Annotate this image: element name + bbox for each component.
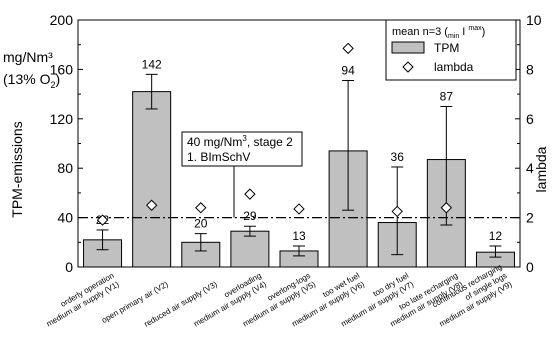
right-tick-label-10: 10	[526, 12, 542, 28]
lambda-point-5	[293, 203, 305, 215]
value-label-6: 94	[341, 64, 355, 78]
left-tick-label-160: 160	[50, 61, 74, 77]
lambda-point-7	[391, 205, 403, 218]
value-label-4: 29	[243, 209, 257, 223]
y-axis-title: TPM-emissions	[9, 121, 25, 217]
legend-title: mean n=3 (min I max)	[392, 25, 485, 40]
lambda-point-8	[440, 202, 453, 214]
y-right-axis-title: lambda	[533, 146, 549, 192]
value-label-5: 13	[292, 229, 306, 243]
left-tick-label-120: 120	[50, 111, 74, 127]
right-tick-label-4: 4	[526, 160, 534, 176]
right-tick-label-2: 2	[526, 210, 534, 226]
y-unit-line2: (13% O2)	[3, 71, 60, 90]
right-tick-label-6: 6	[526, 111, 534, 127]
value-label-3: 20	[194, 217, 208, 231]
bar-2	[132, 91, 172, 268]
reference-annotation-line1: 40 mg/Nm3, stage 2	[187, 134, 293, 149]
right-tick-label-0: 0	[526, 259, 534, 275]
legend-marker-lambda	[402, 61, 414, 73]
right-tick-label-8: 8	[526, 61, 534, 77]
value-label-8: 87	[440, 89, 454, 103]
left-tick-label-40: 40	[57, 210, 73, 226]
left-tick-label-80: 80	[57, 160, 73, 176]
left-tick-label-0: 0	[65, 259, 73, 275]
lambda-point-6	[342, 42, 354, 55]
legend-label-lambda: lambda	[434, 60, 474, 74]
lambda-point-1	[96, 214, 109, 226]
legend-label-tpm: TPM	[434, 41, 459, 55]
lambda-point-2	[145, 199, 158, 211]
lambda-point-3	[195, 202, 207, 214]
reference-annotation-line2: 1. BImSchV	[187, 150, 250, 164]
reference-annotation-box	[181, 131, 303, 167]
legend-swatch-tpm	[391, 41, 425, 54]
value-label-9: 12	[489, 229, 503, 243]
lambda-point-4	[244, 188, 256, 200]
category-label-9: continuous rechargingof single logsmediu…	[428, 262, 514, 328]
left-tick-label-200: 200	[50, 12, 74, 28]
y-unit-line1: mg/Nm³	[3, 49, 53, 65]
value-label-2: 142	[142, 57, 162, 71]
value-label-7: 36	[391, 150, 405, 164]
